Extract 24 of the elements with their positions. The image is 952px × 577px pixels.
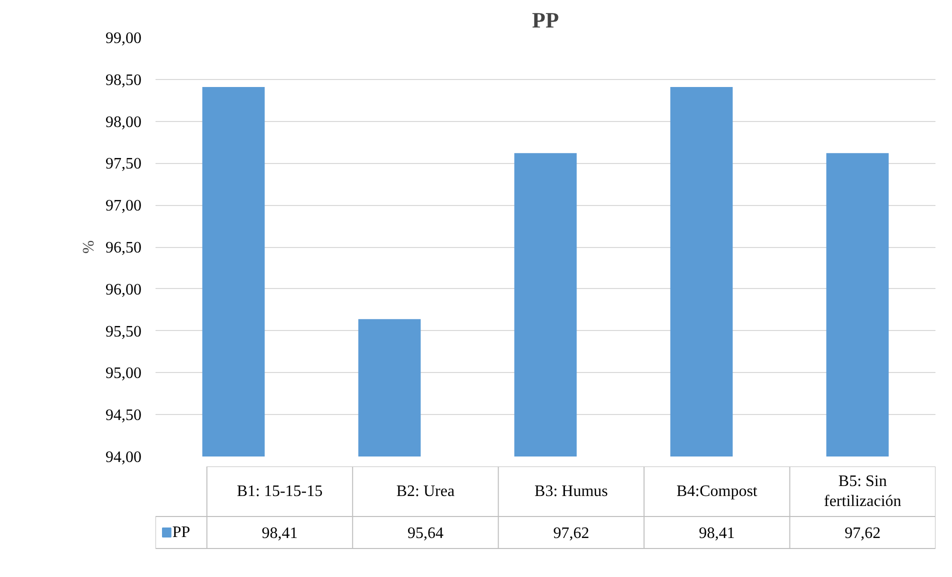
legend-label: PP [172,524,190,541]
y-tick-label: 98,00 [106,114,142,131]
data-label: 95,64 [407,525,444,542]
y-tick-label: 94,50 [106,407,142,424]
data-label: 98,41 [698,525,735,542]
chart-title: PP [532,8,559,32]
x-tick-label: B2: Urea [396,483,455,500]
data-label: 97,62 [553,525,590,542]
y-tick-label: 96,00 [106,281,142,298]
data-label: 98,41 [262,525,298,542]
x-tick-label: B5: Sin fertilización [824,472,902,510]
y-tick-label: 99,00 [106,30,142,47]
x-tick-label: B3: Humus [534,483,608,500]
y-tick-label: 94,00 [106,449,142,466]
y-tick-label: 95,50 [106,323,142,340]
y-tick-label: 97,00 [106,198,142,215]
y-tick-label: 98,50 [106,72,142,89]
x-tick-label: B4:Compost [676,483,758,500]
x-tick-label: B1: 15-15-15 [236,483,323,500]
y-tick-label: 95,00 [106,365,142,382]
y-tick-label: 97,50 [106,156,142,173]
data-label: 97,62 [844,525,881,542]
y-tick-label: 96,50 [106,240,142,256]
y-axis-title: % [80,240,98,254]
